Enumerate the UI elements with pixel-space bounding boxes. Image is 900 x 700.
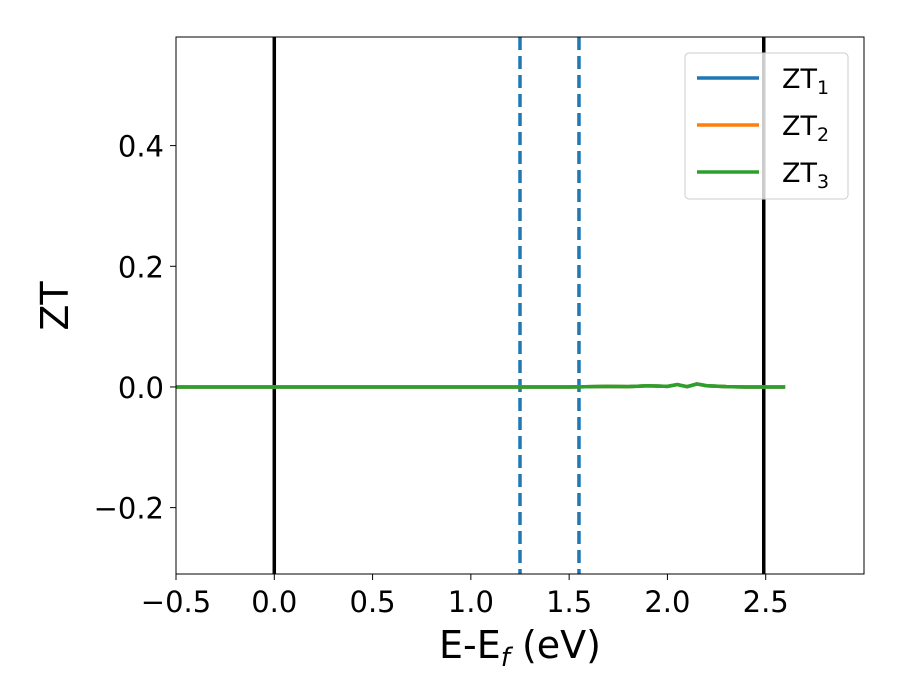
x-axis-label: E-Ef (eV) — [439, 623, 601, 673]
x-tick-label-1: 0.0 — [251, 585, 297, 619]
legend-label-zt2: ZT2 — [782, 111, 829, 146]
x-tick-label-5: 2.0 — [644, 585, 690, 619]
x-tick-label-0: −0.5 — [141, 585, 211, 619]
legend: ZT1 ZT2 ZT3 — [684, 52, 849, 200]
y-axis-label: ZT — [33, 281, 77, 331]
x-tick-label-4: 1.5 — [546, 585, 592, 619]
y-tick-label-0: −0.2 — [94, 492, 164, 526]
plot-frame — [175, 36, 865, 575]
x-tick-label-6: 2.5 — [743, 585, 789, 619]
y-tick-label-3: 0.4 — [118, 130, 164, 164]
x-tick-label-3: 1.0 — [448, 585, 494, 619]
legend-box — [684, 52, 849, 200]
legend-label-zt1: ZT1 — [782, 64, 829, 99]
x-tick-label-2: 0.5 — [350, 585, 396, 619]
legend-label-zt3: ZT3 — [782, 158, 829, 193]
x-axis-label-unit: (eV) — [510, 623, 601, 667]
series-line-zt3 — [176, 382, 786, 389]
y-tick-label-2: 0.2 — [118, 250, 164, 284]
y-tick-label-1: 0.0 — [118, 371, 164, 405]
